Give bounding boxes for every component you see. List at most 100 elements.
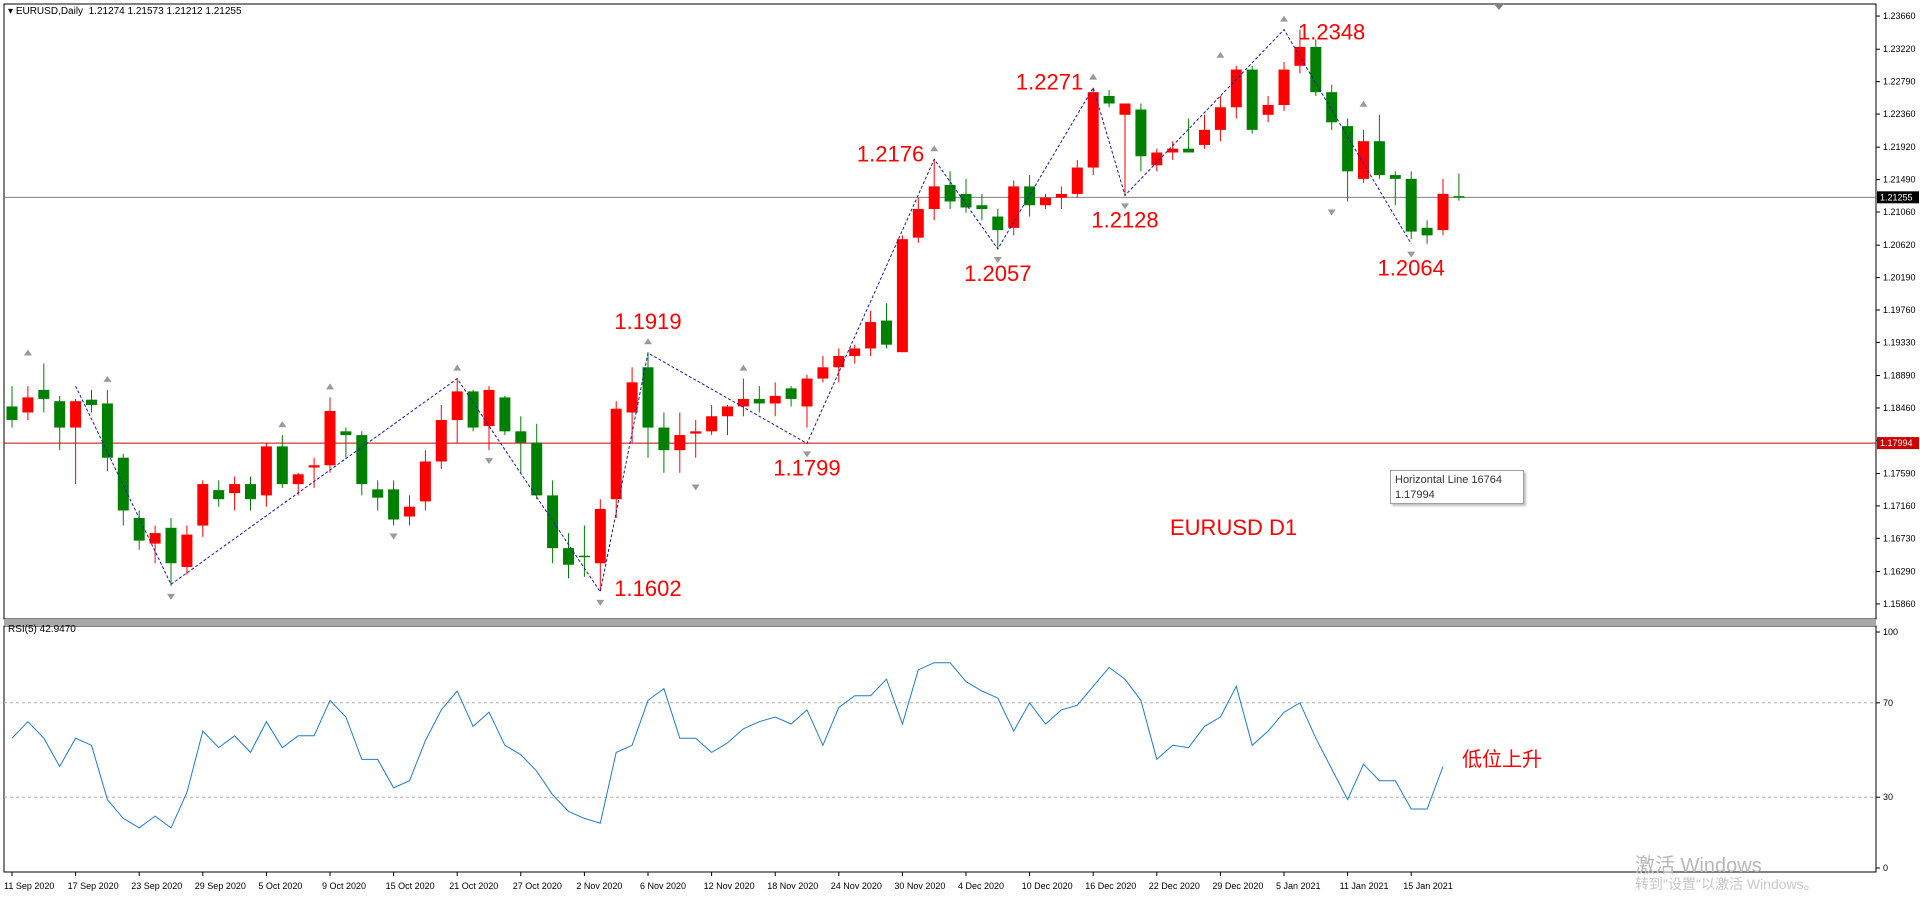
x-tick-label: 30 Nov 2020	[894, 881, 945, 891]
candle-down	[547, 495, 559, 549]
candle-down	[578, 555, 590, 558]
candle-up	[260, 446, 272, 496]
candle-up	[1262, 104, 1274, 115]
candle-down	[1103, 95, 1115, 104]
price-annotation: 1.2176	[857, 141, 924, 166]
candle-up	[1071, 167, 1083, 194]
candle-down	[213, 490, 225, 500]
candle-down	[976, 205, 988, 209]
y-tick-label: 1.17160	[1883, 501, 1916, 511]
candle-up	[801, 378, 813, 407]
candle-down	[753, 398, 765, 404]
y-tick-label: 1.20190	[1883, 273, 1916, 283]
candle-up	[1199, 129, 1210, 145]
x-tick-label: 12 Nov 2020	[704, 881, 755, 891]
candle-up	[928, 186, 940, 209]
fractal-up-arrow	[739, 364, 748, 371]
rsi-y-tick-label: 70	[1883, 698, 1893, 708]
rsi-label: RSI(5) 42.9470	[8, 624, 76, 635]
candle-down	[515, 431, 527, 443]
candle-down	[1246, 69, 1258, 130]
candle-up	[404, 506, 415, 517]
y-tick-label: 1.15860	[1883, 599, 1916, 609]
candle-down	[467, 391, 479, 428]
y-tick-label: 1.17590	[1883, 469, 1916, 479]
candle-up	[594, 508, 606, 564]
candle-down	[992, 216, 1004, 231]
candle-up	[1214, 107, 1226, 130]
candle-up	[896, 239, 908, 353]
fractal-up-arrow	[930, 145, 939, 152]
candle-up	[626, 382, 638, 413]
candle-up	[849, 348, 861, 356]
candle-up	[419, 461, 431, 502]
candle-down	[960, 193, 972, 208]
y-tick-label: 1.16730	[1883, 533, 1916, 543]
price-tag	[1877, 437, 1919, 450]
price-annotation: 1.2064	[1378, 256, 1445, 281]
candle-up	[181, 534, 193, 567]
fractal-up-arrow	[1359, 100, 1368, 107]
fractal-up-arrow	[644, 338, 652, 345]
y-tick-label: 1.19760	[1883, 305, 1916, 315]
y-tick-label: 1.23220	[1883, 44, 1916, 54]
price-annotation: 1.2057	[964, 261, 1031, 286]
fractal-down-arrow	[596, 599, 605, 606]
candle-up	[1358, 141, 1369, 179]
candle-down	[1453, 196, 1465, 198]
x-tick-label: 11 Sep 2020	[4, 881, 54, 891]
candle-up	[451, 391, 463, 421]
price-annotation: 1.2271	[1016, 70, 1083, 95]
y-tick-label: 1.19330	[1883, 337, 1916, 347]
x-tick-label: 23 Sep 2020	[131, 881, 182, 891]
candle-down	[38, 389, 50, 399]
chart-shift-marker	[1494, 4, 1504, 10]
tooltip-line-value: 1.17994	[1395, 489, 1435, 501]
candle-down	[133, 518, 145, 541]
fractal-up-arrow	[103, 375, 112, 382]
candle-down	[54, 401, 66, 428]
candle-down	[563, 548, 574, 565]
candle-up	[690, 431, 702, 434]
symbol-ohlc-label: EURUSD,Daily 1.21274 1.21573 1.21212 1.2…	[15, 6, 242, 17]
candle-up	[483, 389, 495, 427]
rsi-y-tick-label: 30	[1883, 792, 1893, 802]
candle-up	[1055, 193, 1067, 198]
fractal-up-arrow	[23, 349, 32, 356]
x-tick-label: 15 Oct 2020	[386, 881, 435, 891]
candle-down	[642, 367, 654, 428]
candle-up	[1167, 148, 1179, 153]
candle-down	[6, 406, 18, 421]
price-tag	[1877, 191, 1919, 204]
fractal-up-arrow	[1216, 51, 1225, 58]
candle-down	[340, 431, 352, 436]
candle-up	[1087, 92, 1099, 168]
windows-activation-hint: 转到"设置"以激活 Windows。	[1635, 876, 1818, 892]
fractal-down-arrow	[691, 484, 700, 491]
candle-up	[1278, 69, 1290, 105]
fractal-up-arrow	[278, 421, 287, 428]
candle-down	[1183, 148, 1195, 153]
candle-up	[722, 406, 733, 417]
candle-up	[324, 410, 336, 466]
candle-up	[610, 408, 622, 500]
zigzag-line	[75, 28, 1412, 594]
x-tick-label: 15 Jan 2021	[1403, 881, 1453, 891]
candle-down	[356, 435, 368, 485]
x-tick-label: 16 Dec 2020	[1085, 881, 1136, 891]
y-tick-label: 1.20620	[1883, 240, 1916, 250]
price-tag-label: 1.21255	[1880, 192, 1913, 202]
price-annotation: 1.1799	[773, 455, 840, 480]
x-tick-label: 29 Dec 2020	[1212, 881, 1263, 891]
pane-separator	[4, 619, 1876, 626]
candle-up	[674, 435, 686, 451]
y-tick-label: 1.21490	[1883, 175, 1916, 185]
candle-down	[117, 457, 129, 511]
candle-down	[785, 388, 797, 399]
candle-up	[1437, 193, 1449, 231]
title-arrow-icon[interactable]: ▾	[8, 6, 14, 17]
y-tick-label: 1.22790	[1883, 77, 1916, 87]
x-tick-label: 5 Oct 2020	[258, 881, 302, 891]
y-tick-label: 1.21060	[1883, 207, 1916, 217]
candle-down	[276, 446, 288, 485]
